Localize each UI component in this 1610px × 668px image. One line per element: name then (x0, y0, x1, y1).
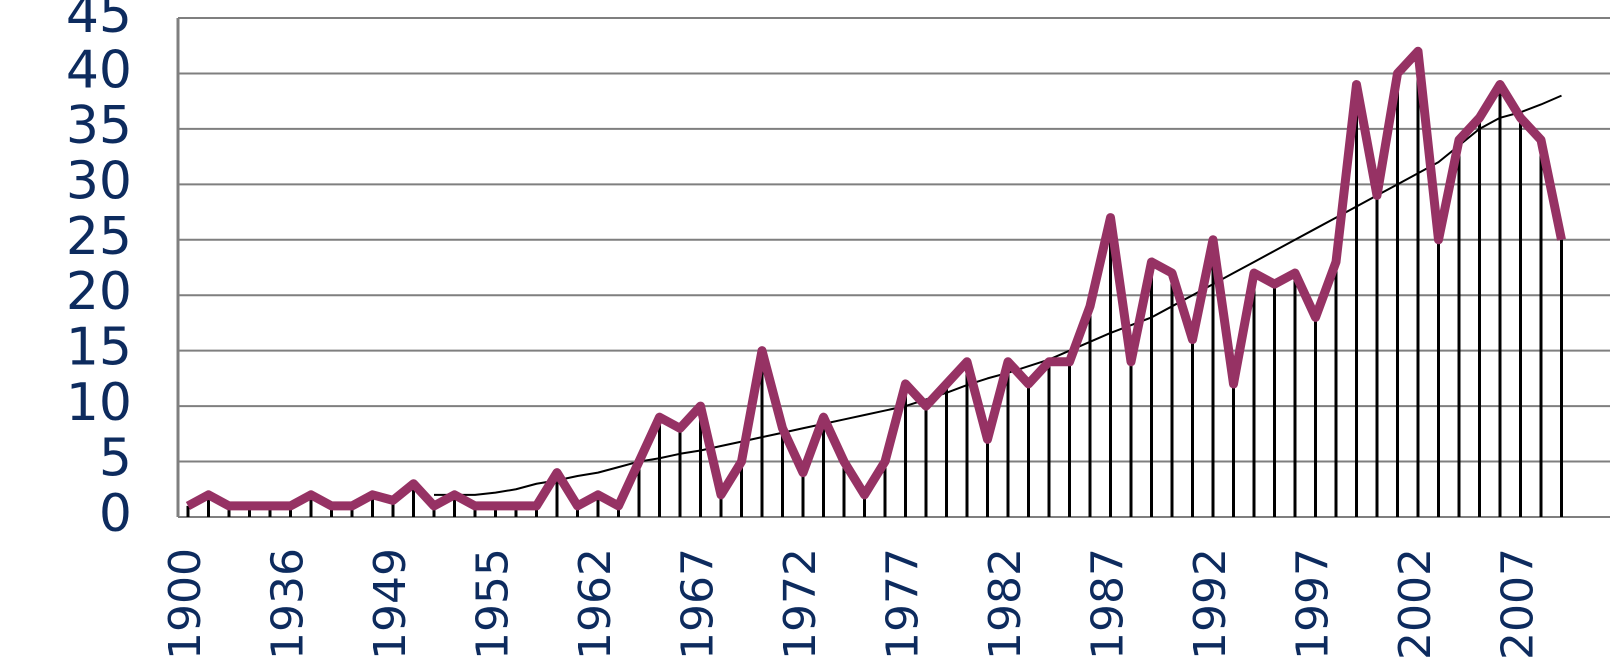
y-tick-label: 30 (66, 151, 132, 211)
x-tick-label: 1972 (775, 548, 826, 660)
y-tick-label: 45 (66, 0, 132, 45)
y-tick-label: 20 (66, 262, 132, 322)
y-tick-label: 10 (66, 373, 132, 433)
x-tick-label: 2002 (1390, 548, 1441, 660)
y-tick-label: 40 (66, 40, 132, 100)
x-tick-label: 1949 (365, 548, 416, 660)
y-tick-label: 0 (99, 484, 132, 544)
x-tick-label: 1982 (980, 548, 1031, 660)
y-tick-label: 5 (99, 429, 132, 489)
x-tick-label: 1977 (878, 548, 929, 660)
x-tick-label: 1992 (1185, 548, 1236, 660)
x-tick-label: 1936 (263, 548, 314, 660)
x-tick-label: 1987 (1083, 548, 1134, 660)
x-tick-label: 2007 (1493, 548, 1544, 660)
x-tick-label: 1900 (160, 548, 211, 660)
x-tick-label: 1967 (673, 548, 724, 660)
y-tick-label: 25 (66, 207, 132, 267)
x-tick-label: 1955 (468, 548, 519, 660)
y-tick-label: 35 (66, 96, 132, 156)
data-line (185, 46, 1566, 511)
x-tick-label: 1997 (1288, 548, 1339, 660)
y-tick-label: 15 (66, 318, 132, 378)
x-tick-label: 1962 (570, 548, 621, 660)
